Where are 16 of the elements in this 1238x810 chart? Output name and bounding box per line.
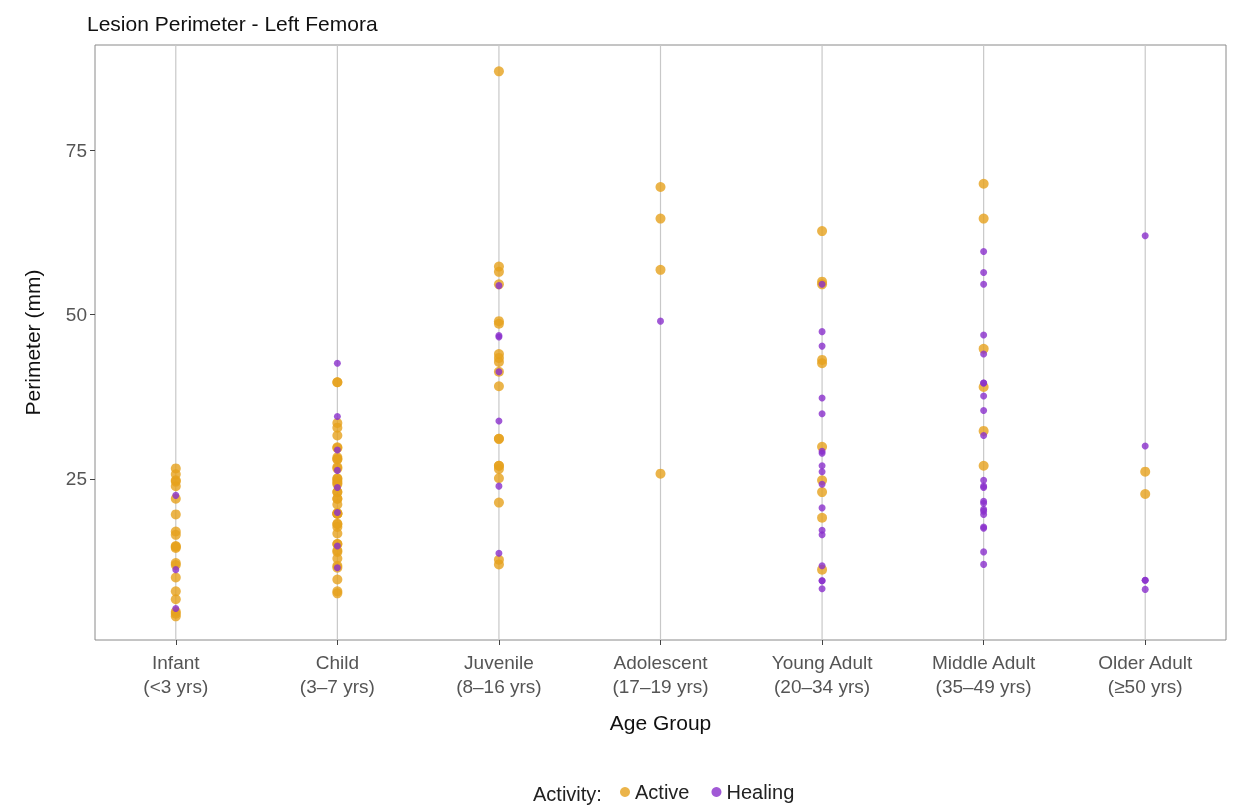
y-tick-label: 75 [65, 139, 87, 161]
x-tick-label: Juvenile (8–16 yrs) [456, 651, 542, 697]
legend-label: Healing [726, 781, 795, 803]
x-tick-label: Infant (<3 yrs) [143, 651, 209, 697]
x-axis-title: Age Group [609, 711, 712, 734]
legend-label: Active [635, 781, 690, 803]
y-tick-label: 25 [65, 468, 87, 490]
x-tick-label: Older Adult (≥50 yrs) [1098, 651, 1193, 697]
x-tick-label: Middle Adult (35–49 yrs) [931, 651, 1037, 697]
x-tick-label: Adolescent (17–19 yrs) [612, 651, 709, 697]
legend-title: Activity: [533, 783, 602, 805]
x-tick-label: Young Adult (20–34 yrs) [771, 651, 874, 697]
x-tick-label: Child (3–7 yrs) [299, 651, 375, 697]
y-axis-title: Perimeter (mm) [21, 269, 44, 416]
y-tick-label: 50 [65, 304, 87, 326]
chart-title: Lesion Perimeter - Left Femora [87, 12, 378, 35]
